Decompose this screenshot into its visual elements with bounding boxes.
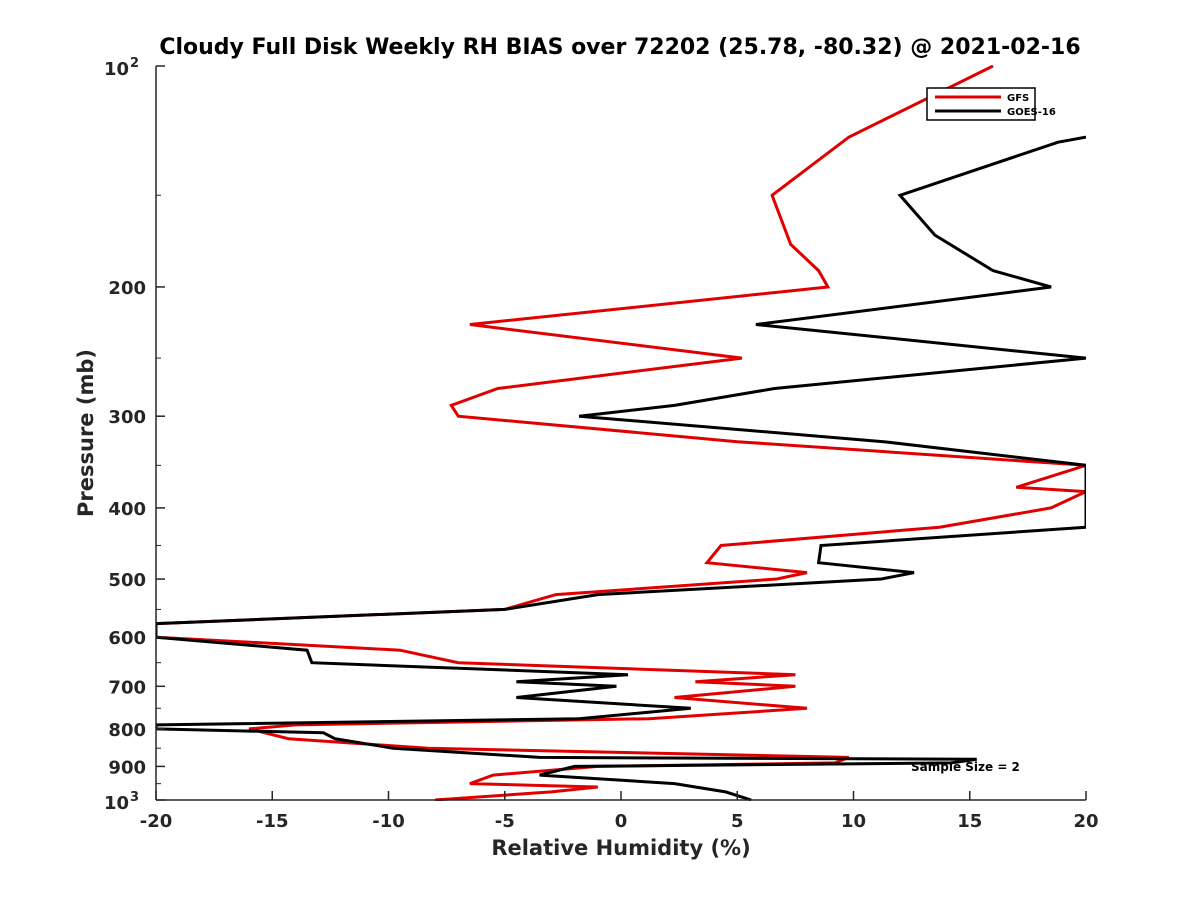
legend-label-goes-16: GOES-16 (1007, 107, 1056, 118)
legend-box (926, 87, 1036, 121)
series-layer (156, 65, 1086, 801)
x-axis-label: Relative Humidity (%) (491, 836, 750, 860)
y-tick-exponent: 3 (130, 790, 139, 805)
y-tick-label: 500 (108, 570, 146, 591)
x-tick-label: 0 (615, 811, 628, 832)
y-tick-exponent: 2 (130, 56, 139, 71)
y-tick-label: 10 (104, 59, 129, 80)
y-tick-label: 900 (108, 757, 146, 778)
y-tick-label: 200 (108, 278, 146, 299)
y-tick-label: 600 (108, 628, 146, 649)
x-tick-label: 15 (957, 811, 982, 832)
legend: GFS GOES-16 (926, 87, 1056, 121)
y-tick-label: 300 (108, 407, 146, 428)
y-tick-label: 400 (108, 499, 146, 520)
series-line-goes-16 (156, 135, 1086, 801)
y-tick-label: 800 (108, 720, 146, 741)
x-tick-label: 5 (731, 811, 744, 832)
x-tick-label: 20 (1073, 811, 1098, 832)
x-tick-label: -5 (495, 811, 515, 832)
x-tick-label: 10 (841, 811, 866, 832)
y-tick-label: 10 (104, 793, 129, 814)
y-tick-label: 700 (108, 677, 146, 698)
sample-size-annotation: Sample Size = 2 (911, 760, 1020, 774)
x-tick-label: -20 (140, 811, 173, 832)
x-tick-label: -15 (256, 811, 289, 832)
chart-title: Cloudy Full Disk Weekly RH BIAS over 722… (159, 35, 1080, 60)
y-axis-label: Pressure (mb) (74, 349, 98, 517)
legend-label-gfs: GFS (1007, 93, 1029, 104)
x-tick-label: -10 (372, 811, 405, 832)
